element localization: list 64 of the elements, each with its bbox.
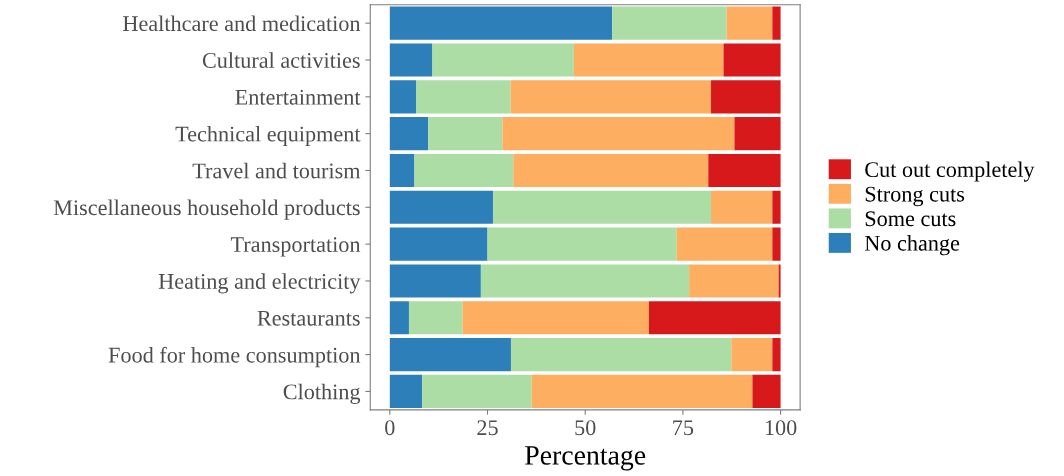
x-tick-label: 75 bbox=[673, 420, 694, 436]
bar bbox=[711, 190, 773, 224]
bar bbox=[389, 6, 613, 40]
y-tick-label: Heating and electricity bbox=[158, 273, 361, 294]
bar bbox=[502, 117, 735, 151]
bar bbox=[772, 338, 781, 372]
bar bbox=[389, 301, 409, 335]
bar bbox=[389, 190, 493, 224]
bar bbox=[414, 153, 514, 188]
x-tick-label: 0 bbox=[385, 420, 395, 436]
bar bbox=[389, 264, 481, 298]
bar bbox=[389, 80, 417, 114]
bar bbox=[432, 43, 574, 77]
x-tick-label: 25 bbox=[477, 420, 498, 436]
y-tick-label: Food for home consumption bbox=[108, 346, 361, 368]
bar bbox=[510, 80, 712, 114]
bar bbox=[708, 153, 781, 188]
y-tick-label: Transportation bbox=[230, 237, 361, 257]
y-tick-label: Entertainment bbox=[235, 89, 361, 105]
bar bbox=[510, 338, 732, 372]
bar bbox=[389, 374, 423, 408]
y-tick-label: Travel and tourism bbox=[192, 162, 361, 179]
bar bbox=[689, 264, 779, 298]
bar bbox=[723, 43, 781, 77]
x-axis-title: Percentage bbox=[525, 446, 646, 471]
bar bbox=[772, 227, 781, 261]
y-tick-label: Cultural activities bbox=[202, 52, 360, 68]
bar bbox=[711, 80, 781, 114]
bar bbox=[416, 80, 511, 114]
bar bbox=[772, 190, 781, 224]
legend-label: Some cuts bbox=[865, 211, 956, 227]
bar bbox=[752, 374, 781, 408]
bar bbox=[389, 227, 488, 261]
bar bbox=[422, 374, 532, 408]
y-tick-label: Miscellaneous household products bbox=[53, 199, 360, 220]
y-tick-label: Restaurants bbox=[257, 310, 360, 326]
bar bbox=[389, 43, 433, 77]
y-tick-label: Clothing bbox=[283, 383, 361, 404]
bar bbox=[462, 301, 649, 335]
y-tick-label: Technical equipment bbox=[175, 125, 361, 147]
bar bbox=[648, 301, 781, 335]
bar bbox=[389, 153, 415, 188]
bar bbox=[428, 117, 503, 151]
bar bbox=[389, 117, 429, 151]
bar bbox=[772, 6, 781, 40]
legend-label: No change bbox=[864, 235, 960, 256]
bar bbox=[408, 301, 463, 335]
bar bbox=[487, 227, 677, 261]
bar bbox=[573, 43, 724, 77]
bar bbox=[676, 227, 773, 261]
bar bbox=[612, 6, 727, 40]
bar bbox=[513, 153, 709, 188]
legend-label: Cut out completely bbox=[865, 161, 1035, 182]
bar bbox=[531, 374, 753, 408]
bar bbox=[492, 190, 712, 224]
legend-label: Strong cuts bbox=[865, 186, 965, 207]
bar bbox=[734, 117, 781, 151]
bar bbox=[726, 6, 773, 40]
bar bbox=[480, 264, 690, 298]
y-tick-label: Healthcare and medication bbox=[123, 15, 361, 32]
bar bbox=[731, 338, 773, 372]
x-tick-label: 50 bbox=[575, 420, 596, 436]
bar bbox=[389, 338, 511, 372]
x-tick-label: 100 bbox=[765, 420, 797, 436]
